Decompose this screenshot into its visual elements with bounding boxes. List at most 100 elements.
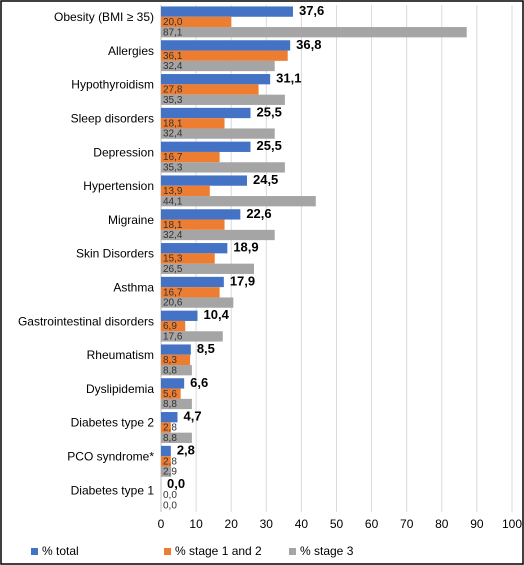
data-label: 8,8 — [163, 399, 177, 410]
bar — [161, 297, 234, 308]
data-label: 13,9 — [163, 186, 183, 197]
bar — [161, 209, 241, 220]
bar — [161, 128, 275, 139]
bar — [161, 141, 251, 152]
bar — [161, 365, 192, 376]
data-label: 24,5 — [253, 172, 278, 187]
data-label: 18,1 — [163, 220, 183, 231]
x-tick-label: 70 — [400, 517, 414, 531]
bar — [161, 185, 210, 197]
data-label: 44,1 — [163, 196, 183, 207]
x-tick-label: 90 — [470, 517, 484, 531]
bar — [161, 398, 192, 410]
x-tick-label: 80 — [435, 517, 449, 531]
data-label: 18,9 — [233, 240, 258, 255]
data-label: 8,3 — [163, 355, 177, 366]
y-tick-label: Migraine — [108, 213, 154, 227]
bar — [161, 445, 171, 457]
data-label: 25,5 — [257, 138, 282, 153]
bar — [161, 466, 172, 477]
bar — [161, 344, 191, 355]
x-tick-label: 0 — [158, 517, 165, 531]
data-label: 25,5 — [257, 104, 282, 119]
y-tick-label: PCO syndrome* — [67, 449, 154, 463]
data-label: 20,6 — [163, 298, 183, 309]
data-label: 0,0 — [167, 476, 185, 491]
bar — [161, 16, 232, 28]
data-label: 17,9 — [230, 273, 255, 288]
bar — [161, 151, 220, 163]
bar — [161, 94, 285, 105]
bar — [161, 320, 186, 332]
bar — [161, 6, 293, 17]
data-label: 32,4 — [163, 129, 183, 140]
data-label: 8,5 — [197, 341, 215, 356]
y-tick-label: Dyslipidemia — [86, 382, 154, 396]
x-tick-label: 50 — [330, 517, 344, 531]
bar — [161, 310, 198, 321]
bar — [161, 263, 255, 274]
data-label: 10,4 — [204, 307, 230, 322]
data-label: 4,7 — [183, 409, 201, 424]
data-label: 35,3 — [163, 95, 183, 106]
bar — [161, 287, 220, 298]
bar — [161, 196, 316, 207]
data-label: 22,6 — [246, 206, 271, 221]
bar — [161, 74, 271, 85]
data-label: 6,9 — [163, 321, 177, 332]
data-label: 5,6 — [163, 389, 177, 400]
data-label: 16,7 — [163, 152, 183, 163]
y-tick-label: Sleep disorders — [71, 111, 154, 125]
bar — [161, 456, 171, 467]
bar — [161, 118, 225, 129]
y-tick-label: Hypothyroidism — [71, 78, 154, 92]
legend-marker — [31, 548, 38, 555]
data-label: 36,1 — [163, 51, 183, 62]
y-tick-label: Depression — [93, 145, 154, 159]
x-tick-label: 40 — [295, 517, 309, 531]
bar — [161, 253, 215, 264]
data-label: 26,5 — [163, 264, 183, 275]
data-label: 20,0 — [163, 17, 183, 28]
data-label: 32,4 — [163, 230, 183, 241]
x-tick-label: 30 — [260, 517, 274, 531]
data-label: 0,0 — [163, 490, 177, 501]
y-tick-label: Diabetes type 2 — [71, 416, 155, 430]
data-label: 35,3 — [163, 163, 183, 174]
bar — [161, 388, 181, 399]
bar — [161, 219, 225, 230]
data-label: 87,1 — [163, 27, 183, 38]
bar — [161, 354, 191, 366]
bar — [161, 50, 288, 61]
bar — [161, 276, 224, 288]
data-label: 6,6 — [190, 375, 208, 390]
x-tick-label: 60 — [365, 517, 379, 531]
data-label: 36,8 — [296, 37, 321, 52]
data-label: 18,1 — [163, 118, 183, 129]
x-tick-label: 100 — [502, 517, 522, 531]
y-tick-label: Allergies — [108, 44, 154, 58]
y-tick-label: Obesity (BMI ≥ 35) — [54, 10, 154, 24]
data-label: 2,8 — [163, 456, 177, 467]
y-tick-label: Skin Disorders — [76, 247, 154, 261]
legend-marker — [164, 548, 171, 555]
y-tick-label: Gastrointestinal disorders — [18, 314, 154, 328]
data-label: 2,8 — [163, 423, 177, 434]
bar — [161, 243, 228, 254]
data-label: 15,3 — [163, 254, 183, 265]
x-tick-label: 10 — [189, 517, 203, 531]
data-label: 17,6 — [163, 332, 183, 343]
y-tick-label: Asthma — [113, 280, 154, 294]
data-label: 2,9 — [163, 467, 177, 478]
y-tick-label: Hypertension — [83, 179, 154, 193]
data-label: 37,6 — [299, 3, 324, 18]
bar — [161, 40, 291, 51]
data-label: 2,8 — [177, 442, 195, 457]
bar — [161, 412, 178, 423]
bar — [161, 229, 275, 241]
x-tick-label: 20 — [225, 517, 239, 531]
data-label: 27,8 — [163, 85, 183, 96]
data-label: 31,1 — [276, 71, 301, 86]
bar — [161, 84, 259, 95]
